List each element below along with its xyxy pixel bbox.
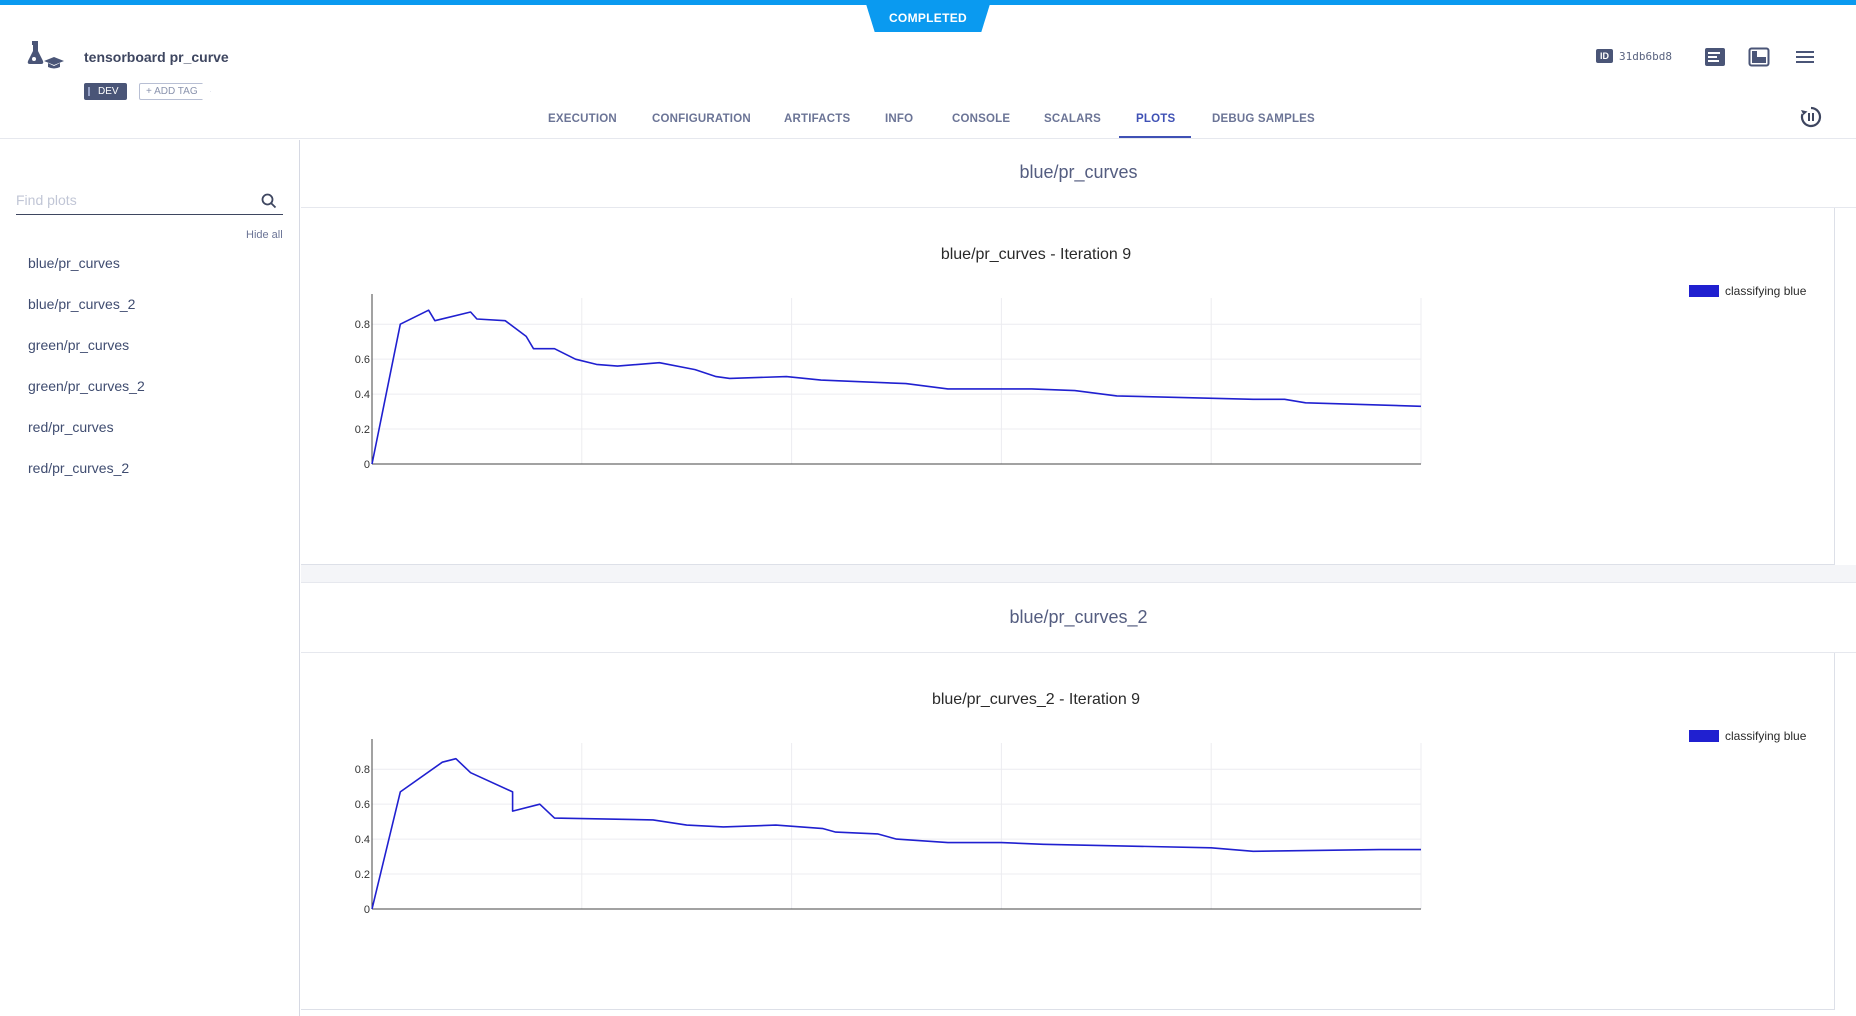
plots-sidebar: Hide all blue/pr_curves blue/pr_curves_2… [0, 140, 300, 1016]
tab-execution[interactable]: EXECUTION [548, 113, 617, 125]
y-tick-label: 0.6 [355, 799, 370, 811]
id-value: 31db6bd8 [1619, 49, 1672, 63]
series-line [371, 309, 1422, 465]
chart-plot-area[interactable]: 00.20.40.60.8100.20.40.60.8 [301, 208, 1681, 468]
plot-search [16, 186, 283, 215]
legend-swatch [1689, 730, 1719, 742]
y-tick-label: 0.8 [355, 764, 370, 776]
layout-icon[interactable] [1748, 47, 1770, 67]
status-bar [0, 0, 1856, 5]
y-tick-label: 0 [364, 459, 370, 468]
plots-panel: blue/pr_curves blue/pr_curves - Iteratio… [301, 140, 1856, 1016]
chart-card: blue/pr_curves_2 - Iteration 9 classifyi… [301, 653, 1835, 1010]
chart-card: blue/pr_curves - Iteration 9 classifying… [301, 208, 1835, 565]
auto-refresh-icon[interactable] [1800, 106, 1822, 128]
divider [301, 207, 1856, 208]
y-tick-label: 0.6 [355, 354, 370, 366]
divider [301, 582, 1856, 583]
add-tag-button[interactable]: + ADD TAG [139, 83, 211, 100]
chart-legend[interactable]: classifying blue [1689, 284, 1806, 298]
menu-icon[interactable] [1794, 47, 1816, 67]
plot-list-item[interactable]: green/pr_curves [28, 337, 130, 353]
chart-plot-area[interactable]: 00.20.40.60.8100.20.40.60.8 [301, 653, 1681, 913]
status-badge: COMPLETED [866, 4, 990, 32]
task-tabs: EXECUTION CONFIGURATION ARTIFACTS INFO C… [0, 103, 1856, 139]
section-title: blue/pr_curves [1019, 162, 1138, 182]
tab-configuration[interactable]: CONFIGURATION [652, 113, 751, 125]
tab-console[interactable]: CONSOLE [952, 113, 1011, 125]
hide-all-button[interactable]: Hide all [246, 229, 283, 241]
plot-list-item[interactable]: green/pr_curves_2 [28, 378, 145, 394]
details-icon[interactable] [1704, 47, 1726, 67]
task-header: tensorboard pr_curve DEV + ADD TAG ID 31… [0, 5, 1856, 139]
plot-list-item[interactable]: blue/pr_curves [28, 255, 120, 271]
tab-info[interactable]: INFO [885, 113, 914, 125]
series-line [371, 757, 1421, 910]
task-title: tensorboard pr_curve [84, 49, 229, 65]
section-gap [301, 565, 1856, 582]
search-input[interactable] [16, 186, 246, 214]
y-tick-label: 0.4 [355, 389, 370, 401]
plot-list-item[interactable]: red/pr_curves [28, 419, 114, 435]
legend-label: classifying blue [1725, 284, 1807, 298]
active-tab-indicator [1119, 136, 1191, 138]
id-label: ID [1596, 49, 1613, 63]
chart-title: blue/pr_curves - Iteration 9 [940, 246, 1132, 263]
legend-swatch [1689, 285, 1719, 297]
task-id[interactable]: ID 31db6bd8 [1596, 49, 1672, 63]
tab-debug-samples[interactable]: DEBUG SAMPLES [1212, 113, 1315, 125]
legend-label: classifying blue [1725, 729, 1807, 743]
plot-list: blue/pr_curves blue/pr_curves_2 green/pr… [28, 255, 145, 501]
experiment-icon [27, 41, 64, 69]
tab-plots[interactable]: PLOTS [1136, 113, 1176, 125]
section-title: blue/pr_curves_2 [1009, 607, 1148, 627]
plot-list-item[interactable]: blue/pr_curves_2 [28, 296, 136, 312]
chart-legend[interactable]: classifying blue [1689, 729, 1806, 743]
y-tick-label: 0.2 [355, 869, 370, 881]
tab-artifacts[interactable]: ARTIFACTS [784, 113, 851, 125]
plot-list-item[interactable]: red/pr_curves_2 [28, 460, 130, 476]
divider [301, 652, 1856, 653]
y-tick-label: 0.8 [355, 319, 370, 331]
tab-scalars[interactable]: SCALARS [1044, 113, 1101, 125]
search-icon[interactable] [261, 193, 277, 209]
y-tick-label: 0.4 [355, 834, 370, 846]
chart-title: blue/pr_curves_2 - Iteration 9 [931, 691, 1141, 708]
tag-dev[interactable]: DEV [84, 83, 127, 100]
y-tick-label: 0 [364, 904, 370, 913]
y-tick-label: 0.2 [355, 424, 370, 436]
